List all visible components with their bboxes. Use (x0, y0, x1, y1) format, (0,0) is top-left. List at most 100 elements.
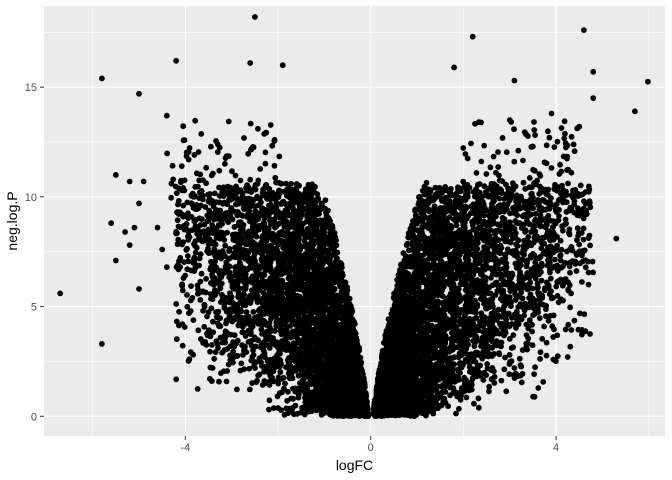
data-point (554, 242, 561, 249)
data-point (184, 303, 191, 310)
data-point (506, 352, 513, 358)
data-point (175, 223, 182, 230)
data-point (537, 349, 544, 356)
data-point (567, 304, 573, 311)
data-point (237, 177, 244, 184)
data-point (502, 354, 508, 361)
data-point (173, 301, 180, 307)
data-point (223, 378, 230, 385)
data-point (554, 353, 561, 359)
data-point (192, 249, 199, 256)
data-point (525, 340, 531, 347)
data-point (266, 406, 272, 413)
data-point (534, 280, 541, 287)
data-point (587, 204, 594, 211)
data-point (186, 356, 193, 363)
data-point (579, 279, 585, 285)
data-point (481, 183, 488, 190)
data-point (211, 190, 218, 197)
data-point (531, 371, 537, 377)
data-point (530, 393, 536, 400)
data-point (472, 309, 479, 316)
data-point (201, 323, 208, 330)
data-point (549, 323, 556, 330)
data-point (475, 395, 482, 402)
data-point (567, 269, 573, 276)
data-point (177, 255, 184, 261)
data-point (179, 342, 186, 349)
data-point (503, 388, 510, 395)
data-point (540, 240, 547, 247)
data-point (445, 403, 451, 409)
data-point (506, 371, 513, 378)
data-point (237, 367, 244, 374)
data-point (573, 268, 580, 274)
data-point (475, 189, 481, 196)
data-point (446, 214, 453, 221)
data-point (520, 179, 527, 186)
data-point (184, 292, 190, 298)
data-point (207, 348, 213, 355)
data-point (179, 287, 186, 294)
data-point (543, 339, 550, 346)
data-points (57, 14, 651, 420)
data-point (230, 348, 237, 355)
data-point (497, 295, 504, 302)
data-point (519, 370, 526, 377)
data-point (590, 269, 596, 276)
data-point (190, 256, 197, 262)
data-point (538, 277, 545, 284)
data-point (214, 314, 221, 321)
data-point (501, 366, 508, 373)
data-point (517, 362, 524, 368)
data-point (543, 352, 550, 359)
data-point (574, 225, 581, 232)
data-point (246, 386, 253, 393)
data-point (524, 346, 531, 353)
data-point (209, 342, 215, 348)
data-point (188, 283, 194, 289)
data-point (206, 375, 213, 382)
data-point (577, 310, 583, 317)
data-point (240, 352, 246, 358)
data-point (529, 342, 536, 349)
data-point (173, 376, 180, 383)
data-point (212, 241, 219, 248)
data-point (182, 272, 189, 279)
data-point (194, 386, 201, 392)
data-point (432, 184, 439, 191)
data-point (179, 241, 186, 248)
data-point (274, 393, 281, 400)
data-point (518, 379, 525, 386)
data-point (252, 365, 258, 371)
data-point (270, 405, 277, 411)
data-point (587, 242, 593, 249)
data-point (217, 334, 224, 341)
data-point (577, 182, 584, 189)
data-point (460, 178, 467, 185)
data-point (553, 283, 560, 290)
data-point (562, 326, 569, 333)
data-point (226, 246, 233, 252)
data-point (527, 291, 534, 298)
data-point (558, 246, 565, 253)
data-point (279, 389, 285, 396)
data-point (227, 290, 233, 297)
data-point (448, 224, 455, 231)
data-point (567, 343, 574, 350)
data-point (525, 234, 532, 240)
data-point (580, 225, 587, 232)
data-point (532, 364, 538, 371)
data-point (547, 269, 553, 276)
data-point (285, 388, 291, 395)
data-point (582, 264, 589, 271)
data-point (544, 262, 551, 269)
data-point (547, 275, 554, 282)
data-point (539, 234, 546, 241)
data-point (475, 404, 482, 411)
data-point (580, 236, 587, 243)
data-point (552, 256, 558, 263)
data-point (187, 308, 194, 314)
data-point (190, 317, 197, 323)
